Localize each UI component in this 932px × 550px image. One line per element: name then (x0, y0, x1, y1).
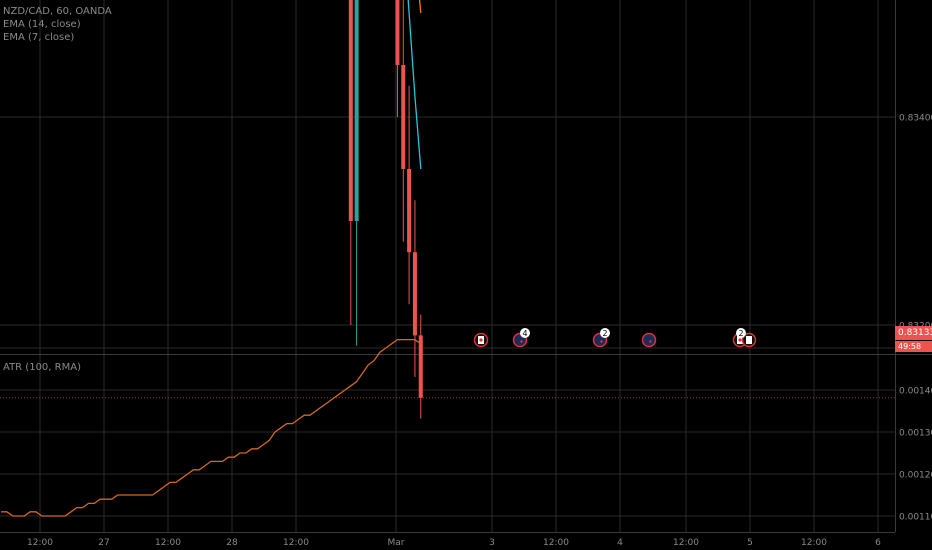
event-marker-nz[interactable]: 4 (512, 328, 531, 348)
flag-center (746, 336, 752, 344)
time-tick-label: 12:00 (283, 538, 309, 548)
time-tick-label: 12:00 (543, 538, 569, 548)
countdown-value: 49:58 (898, 342, 922, 351)
event-marker-ca[interactable]: 2 (732, 328, 757, 348)
event-count: 2 (738, 329, 743, 338)
candle-body (354, 0, 359, 221)
economic-events[interactable]: 4 2 2 (473, 328, 757, 348)
star-mark (520, 340, 523, 343)
last-price-value: 0.83133 (898, 328, 932, 338)
time-tick-label: 12:00 (801, 538, 827, 548)
event-count-badge (736, 328, 746, 338)
event-count-badge (520, 328, 530, 338)
atr-label[interactable]: ATR (100, RMA) (3, 362, 81, 373)
candle-body (418, 335, 423, 398)
event-marker-ca[interactable] (473, 332, 489, 348)
event-count: 2 (602, 329, 607, 338)
atr-legend: ATR (100, RMA) (3, 361, 81, 374)
bar-countdown-tag: 49:58 (895, 341, 932, 352)
ema7-label[interactable]: EMA (7, close) (3, 32, 75, 43)
symbol-label[interactable]: NZD/CAD, 60, OANDA (3, 6, 112, 17)
candle-body (395, 0, 400, 65)
event-count-badge (600, 328, 610, 338)
last-price-tag: 0.83133 (895, 326, 932, 340)
grid-lines (0, 0, 932, 533)
atr-tick-label: 0.00110 (899, 513, 932, 523)
atr-line (1, 338, 422, 517)
time-tick-label: 27 (98, 538, 109, 548)
event-marker-nz[interactable]: 2 (592, 328, 611, 348)
time-tick-label: 3 (489, 538, 495, 548)
nz-flag-icon (641, 332, 657, 348)
leaf-mark (738, 338, 742, 342)
ema14-label[interactable]: EMA (14, close) (3, 19, 81, 30)
leaf-mark (479, 338, 483, 342)
atr-series (1, 338, 422, 517)
star-mark (649, 340, 652, 343)
candle-body (348, 0, 353, 221)
time-tick-label: 4 (617, 538, 623, 548)
time-tick-label: 12:00 (155, 538, 181, 548)
star-mark (600, 340, 603, 343)
time-tick-label: 12:00 (673, 538, 699, 548)
event-count: 4 (522, 329, 527, 338)
candle-body (407, 169, 412, 253)
candle-body (401, 65, 406, 169)
candle-body (412, 252, 417, 336)
time-tick-label: 5 (747, 538, 753, 548)
main-legend: NZD/CAD, 60, OANDA EMA (14, close) EMA (… (3, 5, 112, 44)
time-tick-label: 6 (875, 538, 881, 548)
time-tick-label: Mar (388, 538, 405, 548)
event-marker-nz[interactable] (641, 332, 657, 348)
time-tick-label: 12:00 (27, 538, 53, 548)
candlestick-series (348, 0, 423, 419)
axis-labels: 0.846000.844000.842000.840000.838000.836… (27, 114, 932, 549)
time-tick-label: 28 (226, 538, 238, 548)
